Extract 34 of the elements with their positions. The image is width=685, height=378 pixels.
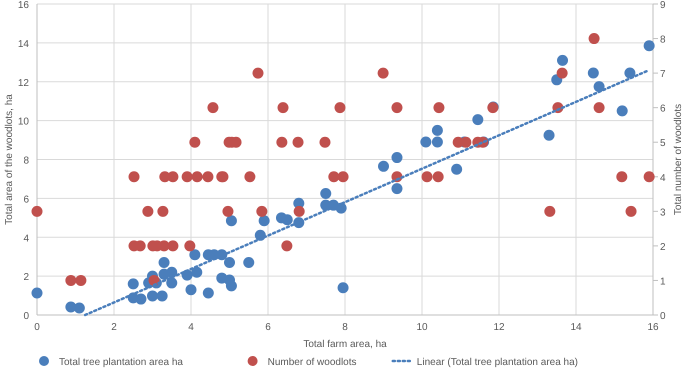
y2-tick-label: 2 bbox=[660, 242, 666, 253]
y-axis-title: Total area of the woodlots, ha bbox=[4, 94, 15, 225]
y2-tick-label: 9 bbox=[660, 0, 666, 11]
x-tick-label: 6 bbox=[265, 322, 272, 333]
y-tick-label: 4 bbox=[23, 233, 30, 244]
y2-axis-title: Total number of woodlots bbox=[673, 104, 684, 216]
y-tick-label: 6 bbox=[23, 194, 30, 206]
legend-label: Total tree plantation area ha bbox=[59, 357, 184, 368]
x-tick-label: 10 bbox=[416, 322, 428, 333]
x-tick-label: 0 bbox=[34, 322, 40, 333]
legend-label: Linear (Total tree plantation area ha) bbox=[416, 357, 578, 368]
y2-tick-label: 5 bbox=[660, 138, 666, 150]
y2-tick-label: 0 bbox=[660, 311, 666, 322]
x-tick-label: 14 bbox=[570, 322, 582, 333]
x-tick-label: 4 bbox=[188, 322, 194, 333]
x-tick-label: 16 bbox=[647, 322, 659, 333]
x-axis-title: Total farm area, ha bbox=[303, 339, 388, 350]
y2-tick-label: 4 bbox=[660, 172, 666, 184]
y2-tick-label: 1 bbox=[660, 276, 666, 288]
x-tick-label: 2 bbox=[111, 322, 118, 333]
y-tick-label: 8 bbox=[23, 156, 30, 166]
x-tick-label: 8 bbox=[342, 322, 348, 333]
y-tick-label: 0 bbox=[23, 311, 30, 322]
y-tick-label: 14 bbox=[18, 38, 30, 50]
y2-tick-label: 7 bbox=[660, 69, 666, 80]
y2-tick-label: 6 bbox=[660, 104, 666, 115]
x-tick-label: 12 bbox=[493, 322, 505, 333]
y-tick-label: 10 bbox=[18, 116, 30, 128]
y-tick-label: 2 bbox=[23, 272, 30, 284]
y-tick-label: 12 bbox=[18, 78, 30, 89]
y2-tick-label: 8 bbox=[660, 34, 666, 46]
y2-tick-label: 3 bbox=[660, 207, 666, 218]
y-tick-label: 16 bbox=[18, 0, 30, 11]
legend-label: Number of woodlots bbox=[268, 357, 357, 368]
